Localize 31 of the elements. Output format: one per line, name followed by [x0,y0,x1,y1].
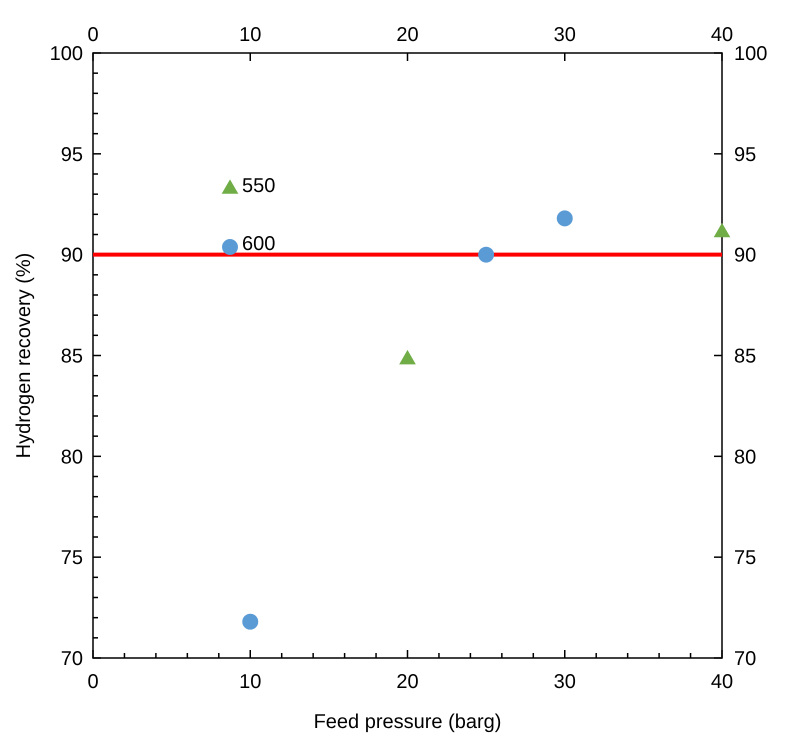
point [556,210,573,226]
x2-tick-label: 10 [239,671,262,693]
x-tick-label: 20 [396,24,419,46]
y2-tick-label: 80 [734,446,756,468]
y2-tick-label: 85 [734,346,756,368]
x2-tick-label: 30 [554,671,576,693]
y2-tick-label: 75 [734,547,756,570]
legend-label: 600 [242,233,276,255]
x-axis-title: Feed pressure (barg) [314,711,502,733]
point [242,614,258,630]
legend-label: 550 [242,175,276,197]
y2-tick-label: 95 [734,144,756,166]
x2-tick-label: 20 [396,671,419,693]
y-tick-label: 70 [60,648,83,670]
point [478,246,494,263]
x-tick-label: 30 [554,24,576,46]
y-tick-label: 95 [60,144,83,166]
y2-tick-label: 100 [734,43,768,65]
y-tick-label: 85 [60,346,83,368]
y2-tick-label: 90 [734,244,756,267]
x-tick-label: 40 [710,24,734,46]
x2-tick-label: 0 [87,671,99,693]
x-tick-label: 0 [87,24,99,46]
y2-tick-label: 70 [734,648,756,670]
y-tick-label: 75 [60,547,83,570]
x2-tick-label: 40 [710,671,734,693]
y-tick-label: 100 [50,43,83,65]
x-tick-label: 10 [239,24,262,46]
y-axis-title: Hydrogen recovery (%) [13,252,35,458]
y-tick-label: 90 [60,244,83,267]
y-tick-label: 80 [60,446,83,468]
